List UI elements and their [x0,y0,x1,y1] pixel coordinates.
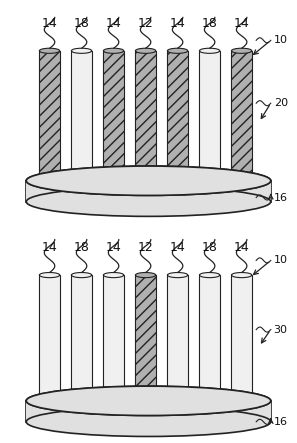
Text: 14: 14 [234,241,249,254]
Ellipse shape [71,174,92,179]
Bar [103,275,124,396]
Text: 14: 14 [42,17,57,30]
Bar [231,275,252,396]
Ellipse shape [26,386,271,416]
Ellipse shape [39,174,60,179]
Bar [168,275,188,396]
Text: 10: 10 [274,256,288,265]
Ellipse shape [103,394,124,399]
Bar [103,51,124,177]
Text: 20: 20 [274,98,288,108]
Ellipse shape [39,394,60,399]
Ellipse shape [231,272,252,278]
Ellipse shape [168,174,188,179]
Ellipse shape [199,174,220,179]
Bar [135,51,156,177]
Ellipse shape [39,272,60,278]
Bar [71,275,92,396]
Bar [231,51,252,177]
Ellipse shape [231,394,252,399]
Text: 14: 14 [106,241,121,254]
Text: 18: 18 [74,241,89,254]
Ellipse shape [26,386,271,416]
Ellipse shape [168,48,188,53]
Ellipse shape [231,174,252,179]
Text: 18: 18 [202,241,218,254]
Ellipse shape [135,394,156,399]
Ellipse shape [168,272,188,278]
Polygon shape [26,401,271,422]
Ellipse shape [71,394,92,399]
Ellipse shape [103,48,124,53]
Text: 14: 14 [234,17,249,30]
Text: 16: 16 [274,193,288,202]
Text: 18: 18 [74,17,89,30]
Text: 14: 14 [170,17,186,30]
Text: 10: 10 [274,35,288,45]
Ellipse shape [71,272,92,278]
Ellipse shape [26,187,271,216]
Text: 16: 16 [274,417,288,427]
Bar [39,275,60,396]
Ellipse shape [103,272,124,278]
Ellipse shape [26,166,271,195]
Ellipse shape [103,174,124,179]
Ellipse shape [199,394,220,399]
Text: 12: 12 [138,17,154,30]
Ellipse shape [135,272,156,278]
Ellipse shape [71,48,92,53]
Ellipse shape [168,394,188,399]
Ellipse shape [135,48,156,53]
Bar [199,275,220,396]
Text: 14: 14 [106,17,121,30]
Bar [39,51,60,177]
Text: 30: 30 [274,325,288,334]
Ellipse shape [135,174,156,179]
Bar [71,51,92,177]
Text: 14: 14 [170,241,186,254]
Bar [135,275,156,396]
Text: 14: 14 [42,241,57,254]
Polygon shape [26,181,271,202]
Ellipse shape [231,48,252,53]
Bar [168,51,188,177]
Ellipse shape [199,272,220,278]
Bar [199,51,220,177]
Ellipse shape [39,48,60,53]
Ellipse shape [26,407,271,436]
Ellipse shape [199,48,220,53]
Ellipse shape [26,166,271,195]
Text: 12: 12 [138,241,154,254]
Text: 18: 18 [202,17,218,30]
